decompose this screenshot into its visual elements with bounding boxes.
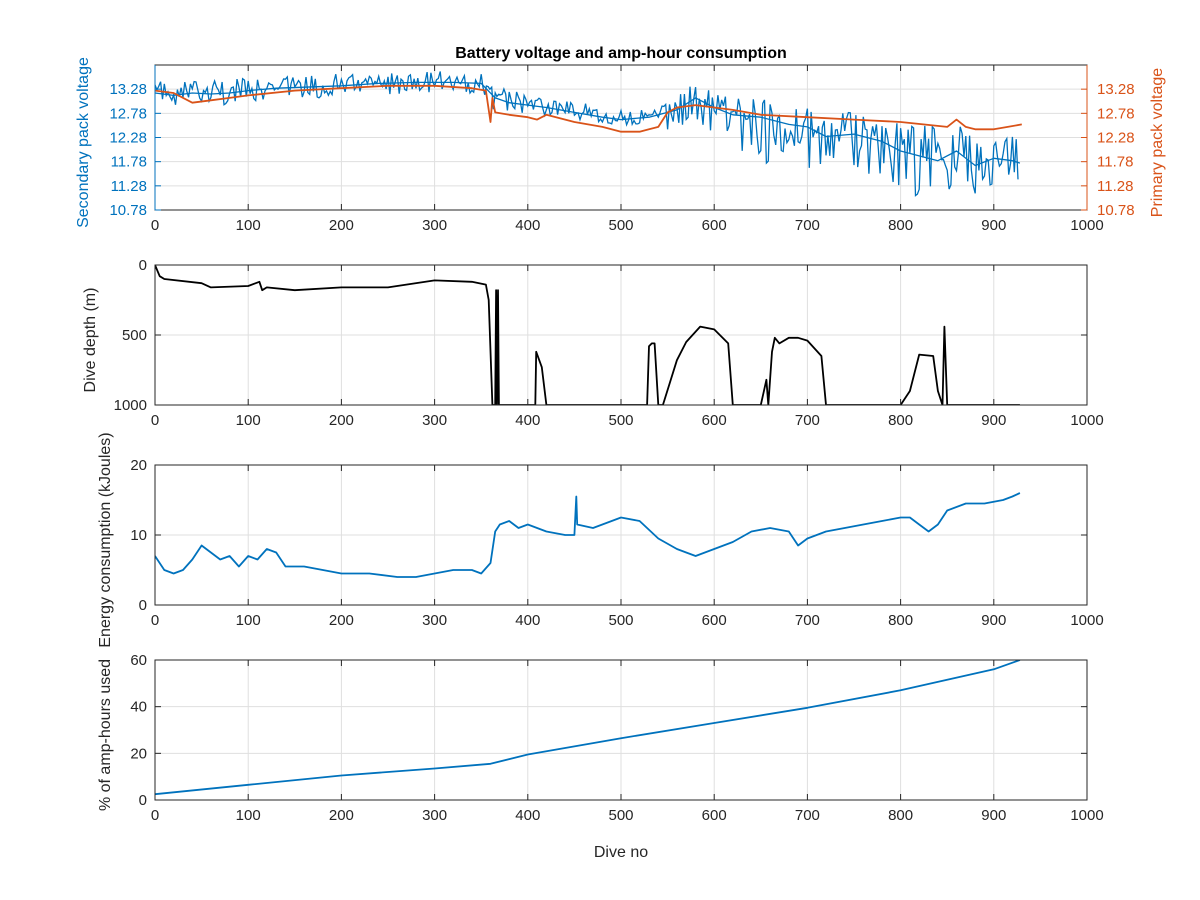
x-axis-label: Dive no	[594, 844, 648, 861]
x-tick-label: 1000	[1070, 412, 1103, 429]
y-right-tick-label: 11.78	[1097, 154, 1133, 171]
y-tick-label: 10.78	[109, 202, 147, 219]
x-tick-label: 200	[329, 217, 354, 234]
y-tick-label: 20	[130, 745, 147, 762]
series-1	[155, 660, 1021, 796]
x-tick-label: 900	[981, 412, 1006, 429]
y-axis-label: Secondary pack voltage	[75, 57, 92, 228]
y-tick-label: 60	[130, 652, 147, 669]
y-right-axis-label: Primary pack voltage	[1149, 68, 1166, 217]
subplot-2: 0 100 200 300 400 500 600 700 800 900 100005001000…	[82, 257, 1104, 429]
subplots: 0 100 200 300 400 500 600 700 800 900 100010.7811.…	[75, 57, 1166, 824]
x-tick-label: 900	[981, 807, 1006, 824]
subplot-1: 0 100 200 300 400 500 600 700 800 900 100010.7811.…	[75, 57, 1166, 234]
x-tick-label: 200	[329, 412, 354, 429]
y-tick-label: 20	[130, 457, 147, 474]
x-tick-label: 1000	[1070, 612, 1103, 629]
series-line	[155, 81, 1021, 167]
x-tick-label: 600	[702, 217, 727, 234]
series-1	[155, 265, 1020, 405]
y-tick-label: 13.28	[109, 81, 147, 98]
x-tick-label: 300	[422, 612, 447, 629]
series-line	[155, 84, 1022, 133]
series-line	[155, 492, 1021, 578]
x-tick-label: 900	[981, 217, 1006, 234]
x-tick-label: 900	[981, 612, 1006, 629]
y-tick-label: 0	[139, 597, 147, 614]
x-tick-label: 600	[702, 612, 727, 629]
series-line	[155, 660, 1021, 796]
y-tick-label: 0	[139, 257, 147, 274]
y-right-tick-label: 13.28	[1097, 81, 1135, 98]
subplot-4: 0 100 200 300 400 500 600 700 800 900 1000 0 20 40 60%…	[97, 652, 1104, 824]
y-right-tick-label: 11.28	[1097, 178, 1133, 195]
y-tick-label: 11.78	[111, 154, 147, 171]
x-tick-label: 700	[795, 612, 820, 629]
y-axis-label: Energy consumption (kJoules)	[97, 432, 114, 647]
y-right-tick-label: 10.78	[1097, 202, 1135, 219]
x-tick-label: 800	[888, 807, 913, 824]
y-tick-label: 12.78	[109, 105, 147, 122]
x-tick-label: 500	[608, 412, 633, 429]
series-1	[155, 71, 1021, 197]
x-tick-label: 800	[888, 412, 913, 429]
x-tick-label: 800	[888, 217, 913, 234]
x-tick-label: 400	[515, 412, 540, 429]
x-tick-label: 0	[151, 217, 159, 234]
series-1	[155, 492, 1021, 578]
x-tick-label: 1000	[1070, 217, 1103, 234]
figure-title: Battery voltage and amp-hour consumption	[455, 45, 787, 62]
y-tick-label: 0	[139, 792, 147, 809]
y-tick-label: 500	[122, 327, 147, 344]
y-tick-label: 40	[130, 699, 147, 716]
x-tick-label: 600	[702, 412, 727, 429]
x-tick-label: 100	[236, 807, 261, 824]
x-tick-label: 300	[422, 217, 447, 234]
y-tick-label: 1000	[114, 397, 147, 414]
y-tick-label: 12.28	[109, 130, 147, 147]
x-tick-label: 500	[608, 807, 633, 824]
x-tick-label: 0	[151, 612, 159, 629]
x-tick-label: 400	[515, 612, 540, 629]
x-tick-label: 0	[151, 807, 159, 824]
x-tick-label: 200	[329, 612, 354, 629]
series-line	[155, 265, 1020, 405]
x-tick-label: 300	[422, 807, 447, 824]
y-tick-label: 10	[130, 527, 147, 544]
x-tick-label: 500	[608, 217, 633, 234]
x-tick-label: 400	[515, 807, 540, 824]
y-right-tick-label: 12.28	[1097, 130, 1135, 147]
x-tick-label: 700	[795, 412, 820, 429]
x-tick-label: 500	[608, 612, 633, 629]
x-tick-label: 0	[151, 412, 159, 429]
y-tick-label: 11.28	[111, 178, 147, 195]
y-axis-label: % of amp-hours used	[97, 659, 114, 811]
y-right-tick-label: 12.78	[1097, 105, 1135, 122]
series-2	[155, 84, 1022, 133]
x-tick-label: 100	[236, 612, 261, 629]
x-tick-label: 300	[422, 412, 447, 429]
y-axis-label: Dive depth (m)	[82, 288, 99, 393]
x-tick-label: 200	[329, 807, 354, 824]
x-tick-label: 700	[795, 217, 820, 234]
x-tick-label: 700	[795, 807, 820, 824]
series-noise-line	[155, 71, 1019, 197]
x-tick-label: 1000	[1070, 807, 1103, 824]
x-tick-label: 800	[888, 612, 913, 629]
x-tick-label: 400	[515, 217, 540, 234]
x-tick-label: 100	[236, 412, 261, 429]
subplot-3: 0 100 200 300 400 500 600 700 800 900 1000 0 10 20 Ene…	[97, 432, 1104, 647]
x-tick-label: 600	[702, 807, 727, 824]
x-tick-label: 100	[236, 217, 261, 234]
